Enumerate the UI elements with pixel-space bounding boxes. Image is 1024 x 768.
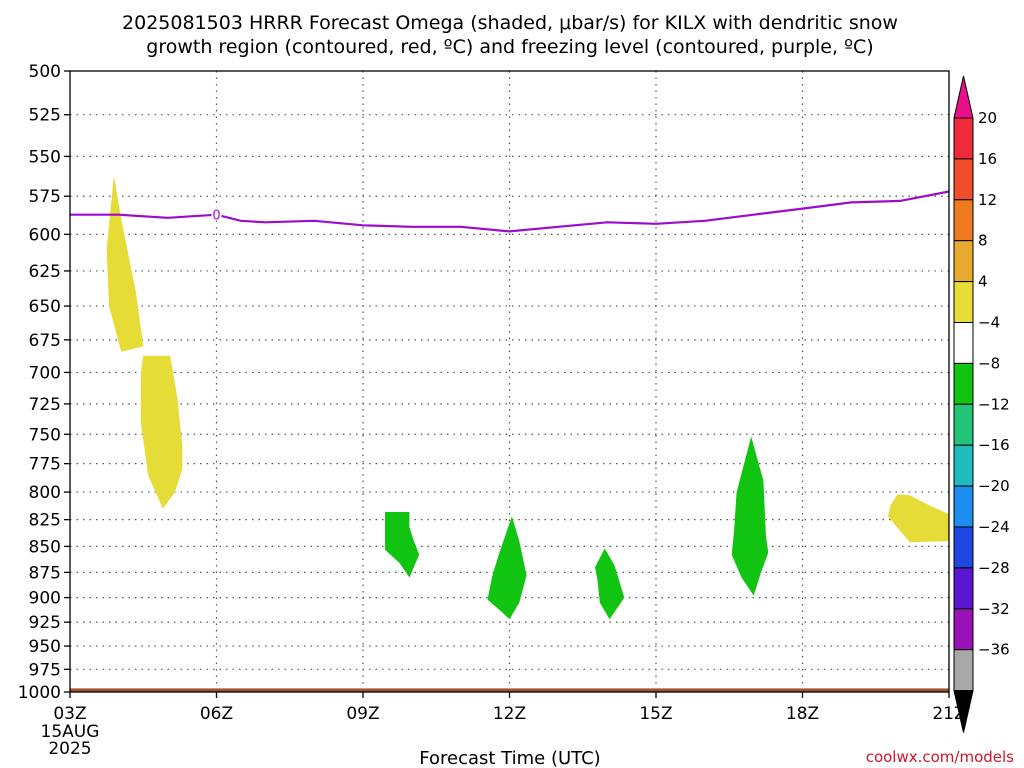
omega-region-3 — [385, 512, 420, 578]
x-tick-label-06Z: 06Z — [200, 704, 233, 724]
y-tick-label-600: 600 — [29, 225, 61, 245]
y-tick-label-575: 575 — [29, 187, 61, 207]
colorbar-bin-4 — [953, 240, 974, 283]
y-tick-label-975: 975 — [29, 660, 61, 680]
colorbar-label-14: −36 — [978, 641, 1010, 659]
y-tick-label-925: 925 — [29, 613, 61, 633]
y-tick-label-675: 675 — [29, 331, 61, 351]
y-tick-label-700: 700 — [29, 363, 61, 383]
x-tick-label-12Z: 12Z — [493, 704, 526, 724]
colorbar-bin-1 — [953, 117, 974, 160]
chart-title-line1: 2025081503 HRRR Forecast Omega (shaded, … — [122, 12, 898, 34]
colorbar-bin-9 — [953, 444, 974, 487]
colorbar-bin-6 — [953, 322, 974, 364]
x-tick-label-09Z: 09Z — [346, 704, 379, 724]
colorbar-label-11: −24 — [978, 518, 1010, 536]
omega-shading — [106, 175, 949, 620]
x-tick-label-21Z: 21Z — [932, 704, 965, 724]
colorbar-bin-2 — [953, 158, 974, 201]
colorbar-label-9: −16 — [978, 436, 1010, 454]
y-tick-label-500: 500 — [29, 62, 61, 82]
ground-strip — [70, 688, 949, 692]
y-tick-label-850: 850 — [29, 537, 61, 557]
omega-region-2 — [140, 355, 183, 509]
y-tick-label-1000: 1000 — [18, 683, 61, 703]
chart-title-line2: growth region (contoured, red, ºC) and f… — [146, 36, 873, 58]
omega-region-1 — [106, 175, 144, 352]
y-tick-label-725: 725 — [29, 395, 61, 415]
y-tick-label-775: 775 — [29, 455, 61, 475]
omega-region-4 — [487, 516, 527, 620]
ground-strip-bar — [70, 688, 949, 692]
colorbar-bin-3 — [953, 199, 974, 242]
y-tick-label-525: 525 — [29, 106, 61, 126]
colorbar-label-10: −20 — [978, 477, 1010, 495]
freezing-level-label-bg — [211, 207, 222, 221]
x-tick-label-15Z: 15Z — [639, 704, 672, 724]
x-tick-label-03Z: 03Z — [53, 704, 86, 724]
colorbar-label-5: 4 — [978, 273, 988, 291]
credit-text: coolwx.com/models — [866, 748, 1014, 766]
y-tick-label-550: 550 — [29, 147, 61, 167]
x-axis-label: Forecast Time (UTC) — [419, 748, 600, 768]
y-axis-ticks: 500 525 550 575 600 625 650 675 700 725 750 775 800 8… — [18, 62, 70, 703]
colorbar-label-6: −4 — [978, 314, 1000, 332]
y-tick-label-900: 900 — [29, 589, 61, 609]
colorbar-bin-10 — [953, 485, 974, 528]
y-tick-label-800: 800 — [29, 483, 61, 503]
colorbar-top-cap — [953, 75, 974, 119]
colorbar: 20 16 12 8 4 −4 −8 −12 −16 −20 −24 −28 −32 −36 — [953, 75, 1010, 733]
omega-region-6 — [731, 436, 769, 596]
y-tick-label-650: 650 — [29, 297, 61, 317]
colorbar-bin-5 — [953, 281, 974, 324]
colorbar-bin-8 — [953, 403, 974, 446]
freezing-level-contour: 0 — [70, 190, 950, 233]
x-tick-label-18Z: 18Z — [786, 704, 819, 724]
colorbar-bin-12 — [953, 567, 974, 610]
omega-region-7 — [888, 494, 949, 543]
freezing-level-label: 0 — [212, 209, 220, 224]
colorbar-label-4: 8 — [978, 232, 988, 250]
x-tick-sublabel-1: 15AUG — [41, 722, 100, 742]
colorbar-label-2: 16 — [978, 150, 997, 168]
colorbar-bin-13 — [953, 608, 974, 651]
colorbar-bottom-cap — [953, 690, 974, 733]
colorbar-bin-11 — [953, 526, 974, 569]
colorbar-label-8: −12 — [978, 395, 1010, 413]
colorbar-label-12: −28 — [978, 559, 1010, 577]
colorbar-bin-14 — [953, 649, 974, 692]
y-tick-label-625: 625 — [29, 262, 61, 282]
y-tick-label-875: 875 — [29, 563, 61, 583]
colorbar-label-3: 12 — [978, 191, 997, 209]
y-tick-label-750: 750 — [29, 425, 61, 445]
y-tick-label-825: 825 — [29, 511, 61, 531]
omega-region-5 — [595, 548, 625, 620]
colorbar-label-1: 20 — [978, 109, 997, 127]
y-tick-label-950: 950 — [29, 637, 61, 657]
colorbar-label-13: −32 — [978, 600, 1010, 618]
colorbar-bin-7 — [953, 362, 974, 405]
colorbar-label-7: −8 — [978, 354, 1000, 372]
x-tick-sublabel-2: 2025 — [48, 739, 91, 759]
